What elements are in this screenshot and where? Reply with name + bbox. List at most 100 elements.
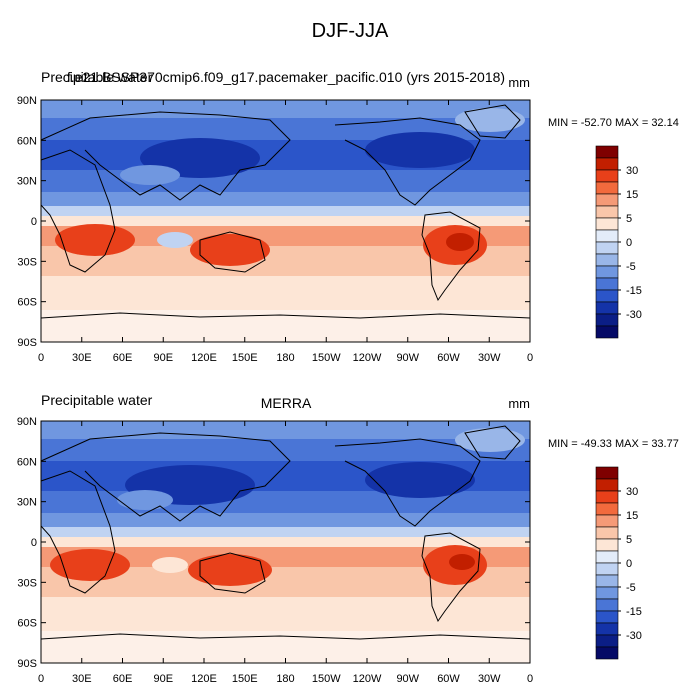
panel-1-coastlines: [40, 104, 531, 319]
panel-2-band-4: [41, 491, 530, 513]
colorbar-swatch: [595, 586, 619, 600]
colorbar-swatch: [595, 313, 619, 327]
colorbar-swatch: [595, 622, 619, 636]
panel-2-blob-indian-light: [152, 557, 188, 573]
colorbar-tick-label: -5: [626, 261, 636, 273]
panel-1-coast-namerica: [334, 117, 481, 206]
colorbar-swatch: [595, 526, 619, 540]
y-tick-label: 0: [31, 537, 37, 549]
panel-2-y-ticks: 90N 60N 30N 0 30S 60S 90S: [17, 416, 530, 670]
x-tick-label: 60W: [437, 673, 460, 685]
colorbar-tick-label: -15: [626, 606, 642, 618]
x-tick-label: 60E: [113, 352, 133, 364]
panel-2-band-5: [41, 513, 530, 527]
colorbar-swatch: [595, 610, 619, 624]
panel-2-coast-samerica: [421, 532, 481, 623]
panel-1-blob-namerica-dark: [365, 132, 475, 168]
x-tick-label: 0: [527, 673, 533, 685]
y-tick-label: 30S: [17, 577, 37, 589]
colorbar-swatch: [595, 145, 619, 159]
colorbar-swatch: [595, 325, 619, 339]
x-tick-label: 180: [276, 352, 294, 364]
panel-1-band-10: [41, 276, 530, 310]
panel-2-blob-tibet-light: [117, 490, 173, 510]
colorbar-swatch: [595, 229, 619, 243]
x-tick-label: 150E: [232, 673, 258, 685]
panel-1-coast-africa: [40, 149, 116, 273]
y-tick-label: 90S: [17, 337, 37, 349]
panel-2-coast-africa: [40, 470, 116, 594]
colorbar-swatch: [595, 157, 619, 171]
y-tick-label: 60S: [17, 297, 37, 309]
panel-2-left-title: Precipitable water: [41, 392, 153, 408]
colorbar-swatch: [595, 574, 619, 588]
colorbar-tick-label: 30: [626, 486, 638, 498]
panel-1-x-ticks: 0 30E 60E 90E 120E 150E 180 150W 120W 90W 60W 30W 0: [38, 100, 533, 364]
colorbar-swatch: [595, 169, 619, 183]
colorbar-swatch: [595, 253, 619, 267]
y-tick-label: 90N: [17, 416, 37, 428]
colorbar-swatch: [595, 217, 619, 231]
panel-1-right-title: mm: [508, 75, 530, 90]
panel-1-blob-australia-red: [190, 234, 270, 266]
colorbar-tick-label: 0: [626, 237, 632, 249]
colorbar-swatch: [595, 466, 619, 480]
panel-2-center-title: MERRA: [261, 395, 312, 411]
x-tick-label: 0: [527, 352, 533, 364]
colorbar-tick-label: 5: [626, 534, 632, 546]
panel-2-blob-greenland: [455, 428, 525, 452]
panel-2-coast-namerica: [334, 438, 481, 527]
colorbar-swatch: [595, 646, 619, 660]
y-tick-label: 30S: [17, 256, 37, 268]
panel-2-blob-australia-red: [188, 554, 272, 586]
y-tick-label: 0: [31, 216, 37, 228]
panel-2-blob-namerica-dark: [365, 462, 475, 498]
panel-1-coast-greenland: [464, 104, 521, 139]
x-tick-label: 150E: [232, 352, 258, 364]
panel-1-coast-eurasia: [40, 111, 291, 201]
x-tick-label: 0: [38, 352, 44, 364]
y-tick-label: 30N: [17, 176, 37, 188]
colorbar-tick-label: 15: [626, 189, 638, 201]
panel-1-y-ticks: 90N 60N 30N 0 30S 60S 90S: [17, 95, 530, 349]
panel-2-blob-samerica-core: [449, 554, 475, 570]
panel-1-center-title: f.e21.BSSP370cmip6.f09_g17.pacemaker_pac…: [67, 69, 505, 85]
panel-2-coast-australia: [199, 552, 266, 594]
colorbar-swatch: [595, 478, 619, 492]
panel-2-stats: MIN = -49.33 MAX = 33.77: [548, 438, 679, 450]
y-tick-label: 60N: [17, 135, 37, 147]
panel-2-band-6: [41, 527, 530, 537]
colorbar-tick-label: -15: [626, 285, 642, 297]
panel-2-coast-eurasia: [40, 432, 291, 522]
x-tick-label: 90W: [396, 673, 419, 685]
x-tick-label: 150W: [312, 673, 341, 685]
colorbar-tick-label: 5: [626, 213, 632, 225]
y-tick-label: 30N: [17, 497, 37, 509]
panel-2-coast-greenland: [464, 425, 521, 460]
colorbar-swatch: [595, 205, 619, 219]
panel-1-stats: MIN = -52.70 MAX = 32.14: [548, 117, 679, 129]
panel-2-coast-antarctica: [40, 633, 531, 640]
colorbar-swatch: [595, 289, 619, 303]
panel-2-coastlines: [40, 425, 531, 640]
panel-2-colorbar: 30 15 5 0 -5 -15 -30: [595, 466, 642, 660]
colorbar-swatch: [595, 634, 619, 648]
panel-1-blob-africa-red: [55, 224, 135, 256]
colorbar-swatch: [595, 538, 619, 552]
colorbar-tick-label: -5: [626, 582, 636, 594]
panel-1-map: [40, 100, 531, 342]
colorbar-tick-label: 0: [626, 558, 632, 570]
x-tick-label: 0: [38, 673, 44, 685]
y-tick-label: 60S: [17, 618, 37, 630]
colorbar-tick-label: 30: [626, 165, 638, 177]
y-tick-label: 90N: [17, 95, 37, 107]
panel-1: Precipitable water f.e21.BSSP370cmip6.f0…: [17, 69, 679, 364]
colorbar-tick-label: -30: [626, 309, 642, 321]
x-tick-label: 120W: [353, 352, 382, 364]
colorbar-swatch: [595, 598, 619, 612]
x-tick-label: 30E: [72, 352, 92, 364]
panel-2-band-2: [41, 439, 530, 461]
x-tick-label: 120W: [353, 673, 382, 685]
